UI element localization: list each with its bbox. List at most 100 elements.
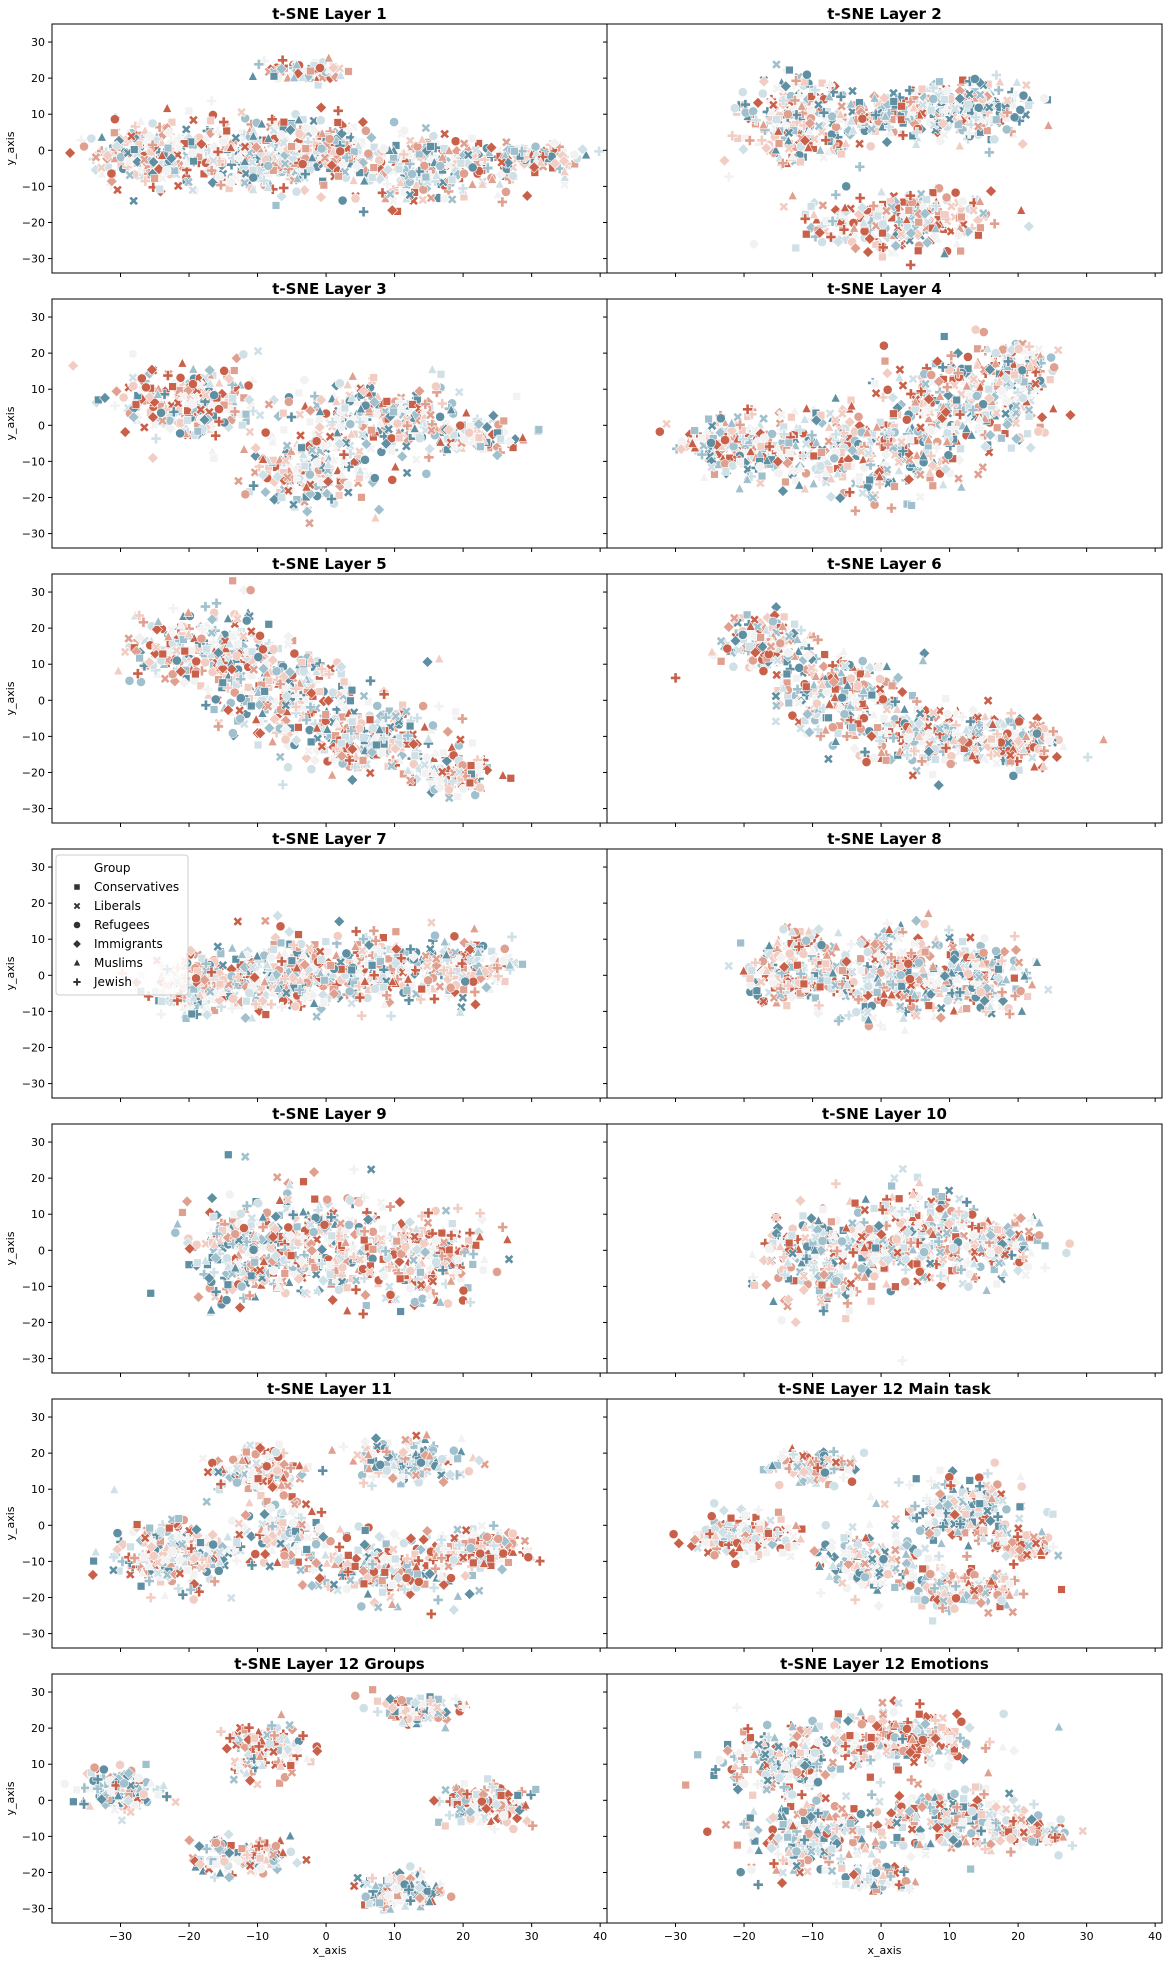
data-point [365, 675, 376, 687]
data-point [210, 430, 222, 442]
data-point [247, 647, 257, 657]
data-point [824, 91, 835, 102]
data-point [239, 177, 250, 189]
data-point [834, 492, 847, 504]
data-point [266, 113, 278, 125]
data-point [830, 189, 842, 201]
data-point [1008, 358, 1019, 369]
data-point [372, 740, 381, 750]
data-point [800, 439, 812, 450]
data-point [963, 128, 975, 139]
data-point [787, 190, 798, 200]
data-point [258, 175, 270, 187]
data-point [893, 464, 905, 475]
data-point [983, 126, 992, 135]
data-point [297, 658, 306, 667]
data-point [794, 424, 806, 436]
data-point [690, 426, 699, 435]
data-point [915, 491, 926, 503]
data-point [957, 196, 968, 207]
data-point [869, 92, 880, 103]
data-point [252, 346, 264, 357]
data-point [985, 185, 997, 198]
y-tick-label: 0 [38, 419, 45, 432]
data-point [970, 111, 982, 123]
scatter-points [718, 59, 1054, 271]
axes-frame [606, 298, 1163, 549]
data-point [229, 406, 241, 417]
data-point [704, 414, 713, 424]
data-point [380, 437, 393, 450]
data-point [796, 157, 805, 167]
data-point [441, 725, 454, 738]
data-point [162, 102, 173, 113]
data-point [716, 657, 726, 666]
data-point [227, 152, 239, 164]
data-point [147, 156, 160, 169]
data-point [765, 106, 777, 117]
y-axis-label: y_axis [4, 131, 17, 165]
data-point [1016, 138, 1029, 150]
data-point [346, 773, 359, 786]
data-point [841, 181, 852, 192]
data-point [427, 363, 438, 374]
data-point [558, 155, 571, 167]
data-point [395, 176, 406, 187]
data-point [804, 125, 815, 135]
data-point [191, 656, 202, 667]
data-point [275, 751, 286, 763]
data-point [835, 91, 847, 103]
data-point [417, 194, 428, 206]
data-point [234, 705, 245, 716]
data-point [151, 642, 162, 653]
data-point [282, 72, 293, 83]
data-point [867, 492, 879, 503]
data-point [322, 723, 333, 734]
data-point [303, 745, 314, 756]
data-point [247, 405, 259, 417]
data-point [263, 722, 276, 735]
data-point [966, 429, 977, 440]
data-point [797, 450, 809, 462]
data-point [937, 117, 950, 130]
data-point [311, 436, 322, 447]
data-point [871, 421, 883, 432]
data-point [128, 349, 138, 359]
data-point [357, 429, 368, 440]
data-point [1001, 107, 1013, 118]
data-point [96, 131, 107, 142]
data-point [411, 454, 422, 465]
data-point [808, 631, 819, 643]
data-point [801, 649, 814, 662]
data-point [825, 231, 837, 243]
data-point [876, 186, 887, 197]
data-point [886, 391, 899, 404]
data-point [374, 723, 385, 734]
data-point [105, 175, 118, 188]
data-point [887, 681, 897, 691]
data-point [294, 128, 305, 139]
data-point [963, 99, 973, 110]
data-point [106, 168, 117, 179]
data-point [812, 634, 824, 646]
data-point [569, 149, 579, 160]
data-point [139, 422, 150, 433]
data-point [385, 188, 396, 200]
data-point [347, 370, 358, 381]
data-point [240, 168, 252, 179]
data-point [897, 115, 906, 124]
data-point [263, 160, 274, 171]
data-point [926, 459, 939, 472]
data-point [765, 641, 777, 652]
data-point [442, 423, 455, 436]
data-point [413, 385, 426, 398]
data-point [893, 456, 904, 468]
data-point [794, 479, 805, 490]
data-point [209, 454, 219, 463]
data-point [335, 697, 346, 708]
data-point [989, 218, 1000, 230]
data-point [323, 52, 334, 63]
data-point [1033, 344, 1044, 355]
data-point [435, 411, 446, 422]
